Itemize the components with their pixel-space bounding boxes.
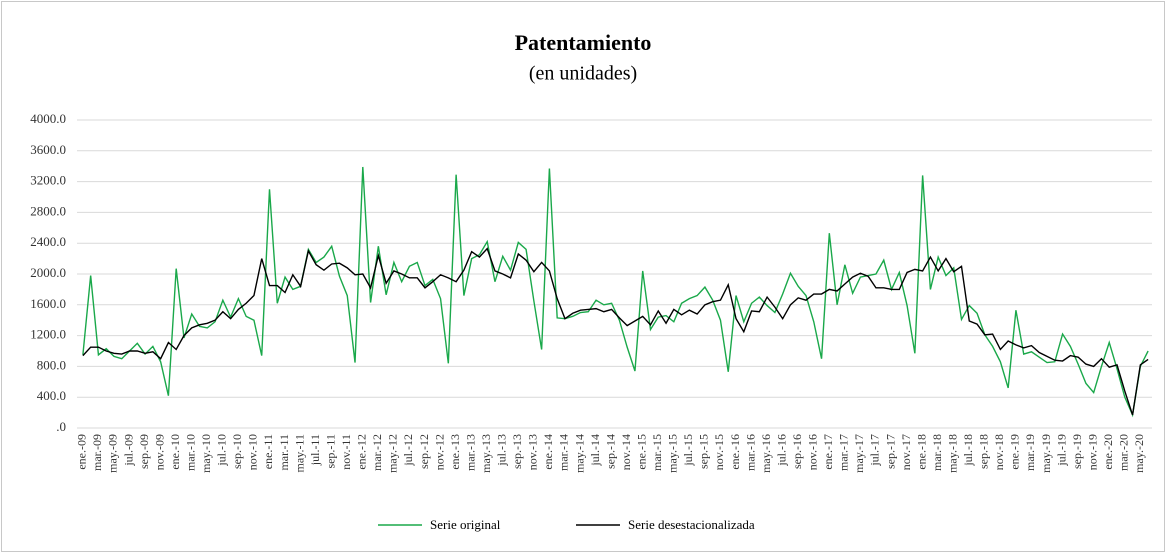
y-tick-label: 2800.0 — [30, 203, 66, 218]
x-tick-label: nov.-13 — [526, 434, 540, 470]
x-tick-label: nov.-16 — [806, 434, 820, 470]
x-tick-label: may.-11 — [292, 434, 306, 472]
chart-subtitle: (en unidades) — [529, 63, 637, 85]
x-tick-label: mar.-17 — [837, 434, 851, 471]
x-tick-label: may.-09 — [106, 434, 120, 473]
x-tick-label: mar.-14 — [557, 434, 571, 471]
x-tick-label: ene.-17 — [821, 434, 835, 470]
x-tick-label: may.-19 — [1039, 434, 1053, 473]
x-tick-label: ene.-10 — [168, 434, 182, 470]
x-tick-label: nov.-09 — [152, 434, 166, 470]
y-tick-label: 800.0 — [37, 357, 66, 372]
chart-title: Patentamiento — [515, 30, 652, 55]
x-tick-label: nov.-15 — [712, 434, 726, 470]
x-tick-label: sep.-09 — [137, 434, 151, 469]
x-tick-label: nov.-11 — [339, 434, 353, 470]
x-tick-label: may.-17 — [852, 434, 866, 473]
x-tick-label: mar.-18 — [930, 434, 944, 471]
y-tick-label: 400.0 — [37, 388, 66, 403]
x-tick-label: ene.-18 — [914, 434, 928, 470]
x-tick-label: jul.-18 — [961, 434, 975, 467]
legend-label: Serie desestacionalizada — [628, 517, 755, 532]
x-tick-label: may.-14 — [572, 434, 586, 473]
x-tick-label: sep.-12 — [417, 434, 431, 469]
y-tick-label: 1600.0 — [30, 296, 66, 311]
x-tick-label: mar.-19 — [1023, 434, 1037, 471]
x-tick-label: may.-10 — [199, 434, 213, 473]
x-tick-label: mar.-20 — [1117, 434, 1131, 471]
x-tick-label: ene.-16 — [728, 434, 742, 470]
x-tick-label: jul.-11 — [308, 434, 322, 466]
y-tick-label: 1200.0 — [30, 327, 66, 342]
x-tick-label: mar.-10 — [183, 434, 197, 471]
x-tick-label: sep.-14 — [603, 434, 617, 469]
x-tick-label: mar.-15 — [650, 434, 664, 471]
x-tick-label: jul.-13 — [495, 434, 509, 467]
y-tick-label: 2400.0 — [30, 234, 66, 249]
x-tick-label: ene.-20 — [1101, 434, 1115, 470]
x-tick-label: may.-13 — [479, 434, 493, 473]
x-tick-label: sep.-13 — [510, 434, 524, 469]
x-tick-label: nov.-18 — [992, 434, 1006, 470]
y-tick-label: .0 — [56, 419, 66, 434]
series-line — [82, 247, 1149, 416]
x-tick-label: ene.-09 — [75, 434, 89, 470]
y-tick-label: 3600.0 — [30, 142, 66, 157]
series-line — [82, 166, 1149, 418]
x-tick-label: jul.-15 — [681, 434, 695, 467]
x-tick-label: sep.-16 — [790, 434, 804, 469]
x-tick-label: jul.-14 — [588, 434, 602, 467]
x-tick-label: ene.-19 — [1008, 434, 1022, 470]
x-tick-label: sep.-15 — [697, 434, 711, 469]
x-tick-label: ene.-11 — [261, 434, 275, 469]
x-tick-label: sep.-11 — [323, 434, 337, 469]
x-tick-label: ene.-12 — [355, 434, 369, 470]
x-tick-label: ene.-13 — [448, 434, 462, 470]
x-tick-label: ene.-15 — [634, 434, 648, 470]
x-tick-label: nov.-10 — [246, 434, 260, 470]
legend-label: Serie original — [430, 517, 501, 532]
x-tick-label: mar.-09 — [90, 434, 104, 471]
x-tick-label: nov.-17 — [899, 434, 913, 470]
x-tick-label: mar.-11 — [277, 434, 291, 471]
x-tick-label: sep.-19 — [1070, 434, 1084, 469]
x-tick-label: mar.-12 — [370, 434, 384, 471]
x-tick-label: jul.-09 — [121, 434, 135, 467]
x-tick-label: may.-15 — [666, 434, 680, 473]
x-tick-label: may.-16 — [759, 434, 773, 473]
x-tick-label: sep.-10 — [230, 434, 244, 469]
x-tick-label: jul.-17 — [868, 434, 882, 467]
x-tick-label: nov.-14 — [619, 434, 633, 470]
x-tick-label: mar.-16 — [743, 434, 757, 471]
x-tick-label: mar.-13 — [463, 434, 477, 471]
y-tick-label: 4000.0 — [30, 111, 66, 126]
x-tick-label: sep.-17 — [883, 434, 897, 469]
x-tick-label: may.-20 — [1132, 434, 1146, 473]
x-tick-label: jul.-12 — [401, 434, 415, 467]
x-tick-label: jul.-19 — [1054, 434, 1068, 467]
x-tick-label: jul.-10 — [215, 434, 229, 467]
x-tick-label: nov.-19 — [1085, 434, 1099, 470]
y-tick-label: 2000.0 — [30, 265, 66, 280]
x-tick-label: jul.-16 — [774, 434, 788, 467]
x-tick-label: sep.-18 — [977, 434, 991, 469]
y-tick-label: 3200.0 — [30, 173, 66, 188]
x-tick-label: may.-18 — [945, 434, 959, 473]
x-tick-label: may.-12 — [386, 434, 400, 473]
x-tick-label: nov.-12 — [432, 434, 446, 470]
x-tick-label: ene.-14 — [541, 434, 555, 470]
